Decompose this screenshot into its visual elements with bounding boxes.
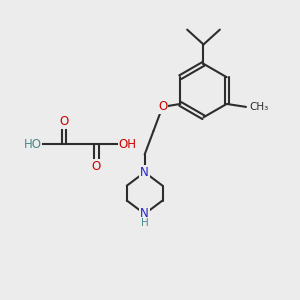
Text: N: N <box>140 166 149 179</box>
Text: H: H <box>141 218 148 228</box>
Text: N: N <box>140 207 149 220</box>
Text: O: O <box>158 100 167 113</box>
Text: HO: HO <box>23 138 41 151</box>
Text: O: O <box>92 160 101 173</box>
Text: CH₃: CH₃ <box>249 102 268 112</box>
Text: O: O <box>59 115 68 128</box>
Text: OH: OH <box>119 138 137 151</box>
